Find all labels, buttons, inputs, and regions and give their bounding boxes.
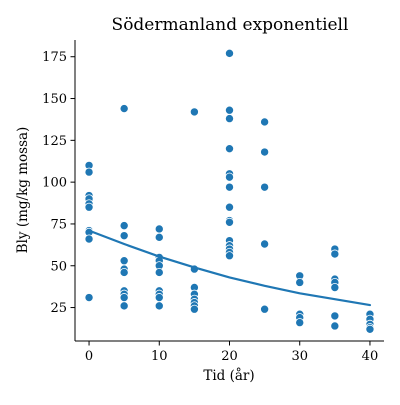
data-point — [224, 105, 234, 115]
data-point — [260, 304, 270, 314]
data-point — [295, 277, 305, 287]
data-point — [154, 224, 164, 234]
data-point — [119, 301, 129, 311]
y-tick-label: 25 — [50, 301, 67, 316]
data-point — [119, 293, 129, 303]
data-point — [154, 293, 164, 303]
data-point — [224, 251, 234, 261]
data-point — [224, 217, 234, 227]
y-tick-label: 125 — [42, 134, 67, 149]
data-point — [260, 117, 270, 127]
data-point — [119, 256, 129, 266]
data-point — [330, 249, 340, 259]
data-point — [84, 234, 94, 244]
ticks: 0 10 20 30 40 25 50 75 100 125 150 175 — [42, 50, 378, 364]
fit-line — [87, 229, 372, 307]
data-point — [224, 114, 234, 124]
x-tick-label: 40 — [362, 349, 379, 364]
data-point — [224, 202, 234, 212]
data-point — [84, 293, 94, 303]
data-point — [84, 167, 94, 177]
data-point — [189, 107, 199, 117]
data-point — [330, 311, 340, 321]
data-point — [295, 318, 305, 328]
x-tick-label: 30 — [291, 349, 308, 364]
y-tick-label: 175 — [42, 50, 67, 65]
data-point — [224, 172, 234, 182]
y-tick-label: 150 — [42, 92, 67, 107]
y-tick-label: 75 — [50, 217, 67, 232]
x-tick-label: 10 — [151, 349, 168, 364]
data-point — [154, 267, 164, 277]
plot-area — [84, 48, 375, 334]
data-point — [330, 282, 340, 292]
data-point — [260, 147, 270, 157]
data-point — [330, 321, 340, 331]
data-point — [189, 304, 199, 314]
y-axis-label: Bly (mg/kg mossa) — [15, 127, 31, 254]
x-tick-label: 0 — [85, 349, 93, 364]
x-axis-label: Tid (år) — [203, 368, 254, 384]
data-point — [84, 202, 94, 212]
data-point — [224, 144, 234, 154]
data-point — [119, 221, 129, 231]
data-point — [154, 301, 164, 311]
x-tick-label: 20 — [221, 349, 238, 364]
data-point — [154, 232, 164, 242]
data-point — [119, 104, 129, 114]
y-tick-label: 100 — [42, 176, 67, 191]
data-point — [365, 324, 375, 334]
chart-title: Södermanland exponentiell — [112, 15, 349, 35]
data-point — [260, 182, 270, 192]
data-point — [119, 231, 129, 241]
data-point — [119, 267, 129, 277]
data-point — [224, 48, 234, 58]
data-point — [224, 182, 234, 192]
y-tick-label: 50 — [50, 259, 67, 274]
data-point — [260, 239, 270, 249]
